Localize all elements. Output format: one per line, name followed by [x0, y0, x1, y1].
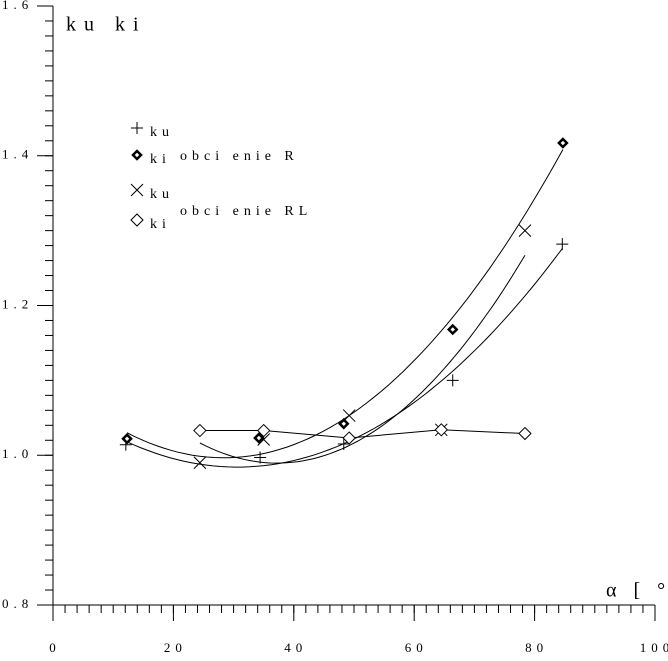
legend-label: ku — [150, 125, 174, 140]
y-tick-label: 1.0 — [2, 446, 33, 461]
marker-diamond — [446, 323, 459, 336]
x-tick-label: 80 — [525, 640, 548, 655]
legend-group-label: obci enie RL — [180, 204, 312, 219]
marker-diamond — [342, 431, 356, 445]
x-axis-label: α [ °] — [606, 580, 668, 602]
trend-curve — [126, 149, 564, 459]
legend-label: ki — [150, 217, 171, 232]
x-tick-label: 100 — [640, 640, 668, 655]
marker-plus — [446, 374, 459, 387]
y-axis-label: ku ki — [66, 14, 147, 36]
marker-cross — [342, 409, 356, 422]
marker-plus — [556, 238, 569, 251]
y-tick-label: 1.6 — [2, 0, 33, 12]
legend-marker — [131, 149, 143, 161]
marker-diamond — [193, 423, 207, 438]
y-tick-label: 0.8 — [2, 596, 33, 611]
x-tick-label: 40 — [284, 640, 307, 655]
trend-curve — [199, 255, 526, 464]
marker-diamond — [121, 433, 133, 445]
marker-diamond — [337, 418, 350, 430]
x-tick-label: 60 — [405, 640, 428, 655]
legend-marker — [130, 183, 144, 197]
marker-plus — [254, 451, 267, 464]
marker-cross — [257, 433, 271, 446]
y-tick-label: 1.4 — [2, 147, 33, 162]
marker-cross — [518, 224, 532, 237]
marker-cross — [193, 456, 207, 470]
legend-label: ki — [150, 152, 171, 167]
x-tick-label: 0 — [49, 640, 61, 655]
legend-group-label: obci enie R — [180, 149, 299, 164]
y-tick-label: 1.2 — [2, 296, 33, 311]
marker-diamond — [557, 137, 569, 149]
x-tick-label: 20 — [164, 640, 187, 655]
marker-diamond — [518, 426, 532, 441]
legend-label: ku — [150, 187, 174, 202]
series-line — [199, 429, 525, 439]
marker-diamond — [256, 423, 271, 438]
legend-marker — [131, 122, 143, 134]
trend-curve — [125, 248, 563, 468]
marker-diamond — [434, 423, 448, 437]
legend-marker — [130, 213, 144, 227]
